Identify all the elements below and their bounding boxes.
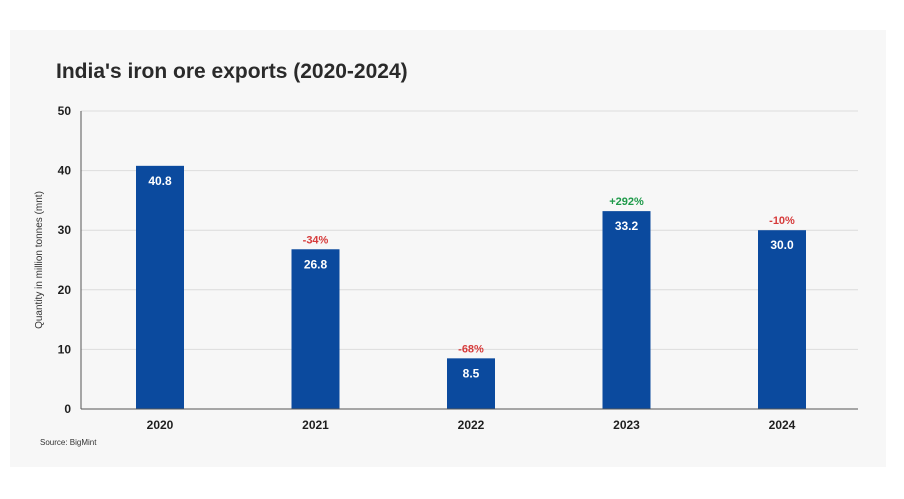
y-tick-label: 50 xyxy=(58,104,72,118)
change-label: -34% xyxy=(303,234,329,246)
y-axis-ticks: 0 10 20 30 40 50 xyxy=(58,104,72,416)
gridlines xyxy=(81,110,858,350)
bar-2022 xyxy=(447,358,495,409)
y-tick-label: 0 xyxy=(64,402,71,416)
change-label: -10% xyxy=(769,215,795,227)
data-label: 33.2 xyxy=(615,219,639,233)
bars: 40.8 26.8 -34% 8.5 -68% 33.2 +292% 30.0 -10% xyxy=(136,165,806,409)
x-tick-label: 2020 xyxy=(147,418,174,432)
chart-title: India's iron ore exports (2020-2024) xyxy=(56,60,408,83)
source-note: Source: BigMint xyxy=(40,438,97,447)
bar-2023 xyxy=(602,211,651,409)
y-tick-label: 40 xyxy=(58,164,72,178)
bar-2021 xyxy=(291,249,340,409)
data-label: 40.8 xyxy=(148,174,172,188)
data-label: 8.5 xyxy=(463,366,480,380)
x-tick-label: 2024 xyxy=(769,418,796,432)
x-tick-label: 2023 xyxy=(613,418,640,432)
x-tick-label: 2021 xyxy=(302,418,329,432)
bar-2024 xyxy=(758,230,806,409)
y-tick-label: 30 xyxy=(58,223,72,237)
data-label: 26.8 xyxy=(304,257,328,271)
y-tick-label: 20 xyxy=(58,283,72,297)
y-axis-label: Quantity in million tonnes (mnt) xyxy=(34,191,45,329)
bar-2020 xyxy=(136,165,184,409)
data-label: 30.0 xyxy=(770,238,794,252)
change-label: -68% xyxy=(458,343,484,355)
change-label: +292% xyxy=(609,196,644,208)
x-tick-label: 2022 xyxy=(458,418,485,432)
y-tick-label: 10 xyxy=(58,342,72,356)
x-axis-ticks: 2020 2021 2022 2023 2024 xyxy=(147,418,796,432)
